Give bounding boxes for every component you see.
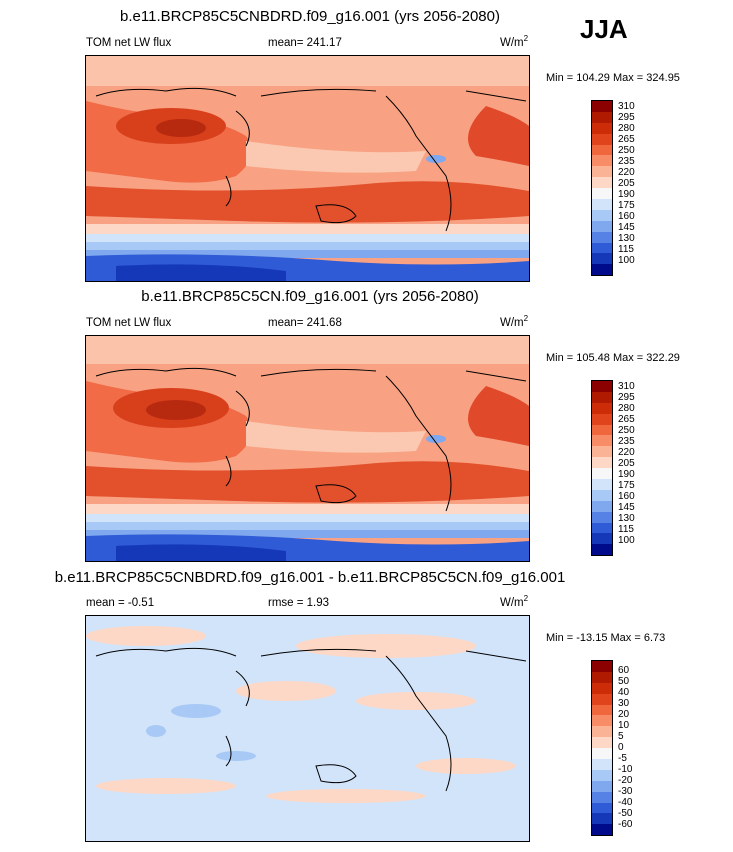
panel-2-tick: 160 — [618, 491, 635, 502]
panel-2-tick: 130 — [618, 513, 635, 524]
panel-3-tick: -60 — [618, 819, 633, 830]
season-label: JJA — [580, 14, 628, 44]
panel-3-tick: 0 — [618, 742, 624, 753]
panel-2-tick: 250 — [618, 425, 635, 436]
panel-2-title: b.e11.BRCP85C5CN.f09_g16.001 (yrs 2056-2… — [141, 288, 479, 305]
panel-1-tick: 235 — [618, 156, 635, 167]
panel-3-tick: 30 — [618, 698, 630, 709]
panel-3-tick: -5 — [618, 753, 627, 764]
panel-1-tick: 115 — [618, 244, 634, 255]
panel-2-tick: 175 — [618, 480, 635, 491]
panel-1-colorbar — [591, 100, 613, 276]
panel-1-tick: 100 — [618, 255, 635, 266]
panel-3-tick: -10 — [618, 764, 633, 775]
panel-3-tick: 20 — [618, 709, 630, 720]
panel-3-mean-label: mean = -0.51 — [86, 597, 155, 609]
panel-1-title: b.e11.BRCP85C5CNBDRD.f09_g16.001 (yrs 20… — [120, 8, 500, 25]
panel-2-tick: 190 — [618, 469, 635, 480]
panel-3-tick: -30 — [618, 786, 633, 797]
panel-3-map — [85, 615, 530, 842]
panel-2-tick: 205 — [618, 458, 635, 469]
panel-2-mean-label: mean= 241.68 — [268, 317, 342, 329]
panel-3-title: b.e11.BRCP85C5CNBDRD.f09_g16.001 - b.e11… — [54, 569, 566, 586]
panel-2-tick: 295 — [618, 392, 635, 403]
panel-3-units: W/m2 — [500, 594, 529, 609]
panel-1-tick: 145 — [618, 222, 635, 233]
panel-3-tick: 5 — [618, 731, 624, 742]
panel-1-mean-label: mean= 241.17 — [268, 37, 342, 49]
panel-1-tick: 295 — [618, 112, 635, 123]
panel-2-tick: 145 — [618, 502, 635, 513]
panel-1-min-max: Min = 104.29 Max = 324.95 — [546, 72, 680, 84]
panel-3-min-max: Min = -13.15 Max = 6.73 — [546, 632, 666, 644]
panel-1-tick: 160 — [618, 211, 635, 222]
panel-1-tick: 130 — [618, 233, 635, 244]
panel-1-tick: 175 — [618, 200, 635, 211]
panel-3-tick: 10 — [618, 720, 630, 731]
panel-3-rmse-label: rmse = 1.93 — [268, 597, 330, 609]
panel-2-tick: 280 — [618, 403, 635, 414]
panel-2-min-max: Min = 105.48 Max = 322.29 — [546, 352, 680, 364]
panel-1-tick: 205 — [618, 178, 635, 189]
panel-3-tick: 40 — [618, 687, 630, 698]
panel-1-map — [85, 55, 530, 282]
panel-3-tick: 60 — [618, 665, 630, 676]
panel-1-tick: 280 — [618, 123, 635, 134]
panel-3-tick: -50 — [618, 808, 633, 819]
panel-2-tick: 310 — [618, 381, 635, 392]
panel-2-colorbar — [591, 380, 613, 556]
panel-2-tick: 115 — [618, 524, 634, 535]
panel-1-tick: 220 — [618, 167, 635, 178]
panel-3-colorbar — [591, 660, 613, 836]
panel-3-tick: -40 — [618, 797, 633, 808]
panel-1-tick: 310 — [618, 101, 635, 112]
panel-1-units: W/m2 — [500, 34, 529, 49]
panel-1-tick: 190 — [618, 189, 635, 200]
panel-2-tick: 265 — [618, 414, 635, 425]
panel-1-variable-label: TOM net LW flux — [86, 37, 172, 49]
panel-3-tick: 50 — [618, 676, 630, 687]
panel-3-tick: -20 — [618, 775, 633, 786]
panel-2-variable-label: TOM net LW flux — [86, 317, 172, 329]
panel-1-tick: 265 — [618, 134, 635, 145]
panel-2-map — [85, 335, 530, 562]
panel-2-units: W/m2 — [500, 314, 529, 329]
panel-1-tick: 250 — [618, 145, 635, 156]
panel-2-tick: 100 — [618, 535, 635, 546]
panel-2-tick: 220 — [618, 447, 635, 458]
panel-2-tick: 235 — [618, 436, 635, 447]
